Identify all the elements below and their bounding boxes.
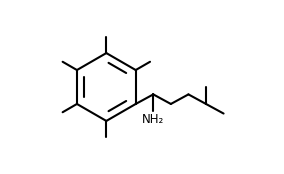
Text: NH₂: NH₂ bbox=[142, 113, 164, 126]
